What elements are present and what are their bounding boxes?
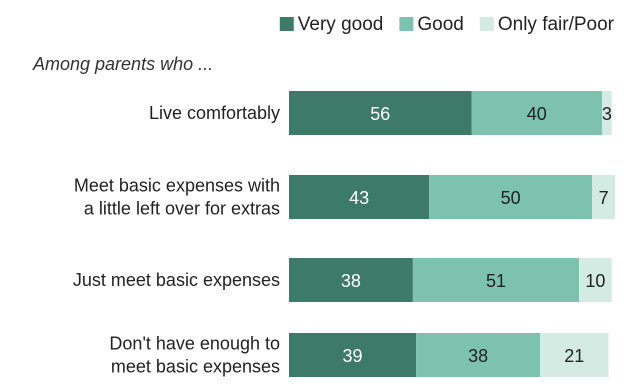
- bar-row: 43 50 7: [289, 175, 615, 219]
- legend-label: Very good: [298, 14, 384, 35]
- legend-item: Only fair/Poor: [479, 14, 615, 35]
- bar-segment: [540, 333, 609, 377]
- bar-row: 56 40 3: [289, 91, 612, 135]
- bar-segment: [579, 258, 612, 302]
- legend-label: Good: [417, 14, 463, 35]
- bar-value-label: 10: [585, 271, 605, 291]
- legend-label: Only fair/Poor: [498, 14, 615, 35]
- bars: 56 40 3 43 50 7 38 51 10 39 38 21: [289, 91, 615, 377]
- bar-segment: [412, 258, 580, 302]
- legend: Very good Good Only fair/Poor: [279, 14, 615, 35]
- category-label: Just meet basic expenses: [73, 270, 280, 290]
- bar-value-label: 43: [349, 188, 369, 208]
- bar-segment: [416, 333, 541, 377]
- bar-value-label: 38: [468, 346, 488, 366]
- chart-subtitle: Among parents who ...: [32, 54, 213, 74]
- bar-value-label: 3: [602, 104, 612, 124]
- legend-swatch: [479, 17, 494, 31]
- bar-segment: [289, 333, 417, 377]
- bar-value-label: 7: [599, 188, 609, 208]
- bar-value-label: 38: [341, 271, 361, 291]
- bar-segment: [289, 258, 413, 302]
- bar-value-label: 39: [343, 346, 363, 366]
- category-label: Live comfortably: [149, 103, 280, 123]
- bar-segment: [289, 91, 472, 135]
- legend-item: Very good: [279, 14, 384, 35]
- category-label: Don't have enough to: [109, 334, 280, 354]
- category-label: meet basic expenses: [111, 357, 280, 377]
- bar-value-label: 51: [486, 271, 506, 291]
- legend-swatch: [279, 17, 294, 31]
- bar-value-label: 21: [564, 346, 584, 366]
- bar-segment: [289, 175, 430, 219]
- bar-value-label: 56: [370, 104, 390, 124]
- category-labels: Live comfortably Meet basic expenses with…: [73, 103, 280, 377]
- bar-segment: [601, 91, 612, 135]
- category-label: Meet basic expenses with: [74, 176, 280, 196]
- bar-row: 38 51 10: [289, 258, 612, 302]
- bar-value-label: 50: [501, 188, 521, 208]
- legend-swatch: [399, 17, 414, 31]
- bar-segment: [592, 175, 615, 219]
- bar-segment: [471, 91, 602, 135]
- bar-value-label: 40: [527, 104, 547, 124]
- category-label: a little left over for extras: [84, 199, 280, 219]
- bar-row: 39 38 21: [289, 333, 609, 377]
- bar-segment: [429, 175, 593, 219]
- legend-item: Good: [399, 14, 464, 35]
